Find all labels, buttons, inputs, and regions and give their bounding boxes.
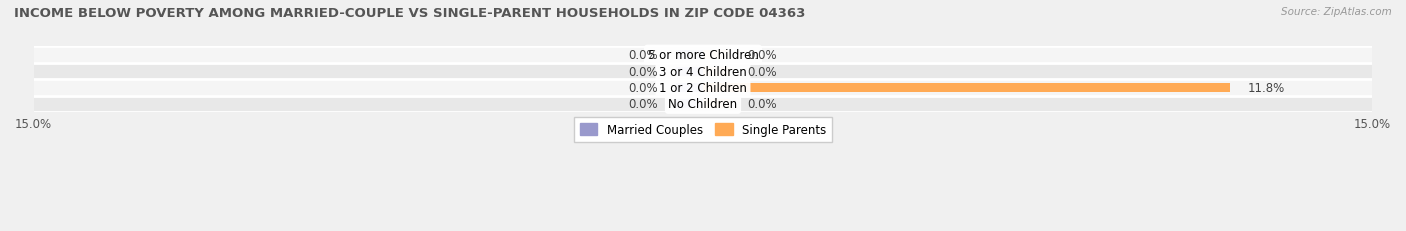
Bar [676, 84, 703, 93]
Text: INCOME BELOW POVERTY AMONG MARRIED-COUPLE VS SINGLE-PARENT HOUSEHOLDS IN ZIP COD: INCOME BELOW POVERTY AMONG MARRIED-COUPL… [14, 7, 806, 20]
Bar [34, 47, 1372, 64]
Text: 0.0%: 0.0% [628, 98, 658, 111]
Text: 5 or more Children: 5 or more Children [648, 49, 758, 62]
Bar [676, 51, 703, 60]
Bar [34, 80, 1372, 96]
Text: Source: ZipAtlas.com: Source: ZipAtlas.com [1281, 7, 1392, 17]
Text: 0.0%: 0.0% [628, 65, 658, 78]
Text: 0.0%: 0.0% [628, 49, 658, 62]
Legend: Married Couples, Single Parents: Married Couples, Single Parents [574, 118, 832, 143]
Text: 1 or 2 Children: 1 or 2 Children [659, 82, 747, 94]
Bar [703, 100, 730, 109]
Text: 0.0%: 0.0% [748, 65, 778, 78]
Text: 11.8%: 11.8% [1247, 82, 1285, 94]
Text: 0.0%: 0.0% [748, 49, 778, 62]
Bar [676, 67, 703, 76]
Text: 3 or 4 Children: 3 or 4 Children [659, 65, 747, 78]
Bar [34, 96, 1372, 112]
Text: No Children: No Children [668, 98, 738, 111]
Text: 0.0%: 0.0% [628, 82, 658, 94]
Bar [676, 100, 703, 109]
Bar [703, 51, 730, 60]
Text: 0.0%: 0.0% [748, 98, 778, 111]
Bar [34, 64, 1372, 80]
Bar [703, 67, 730, 76]
Bar [703, 84, 1230, 93]
